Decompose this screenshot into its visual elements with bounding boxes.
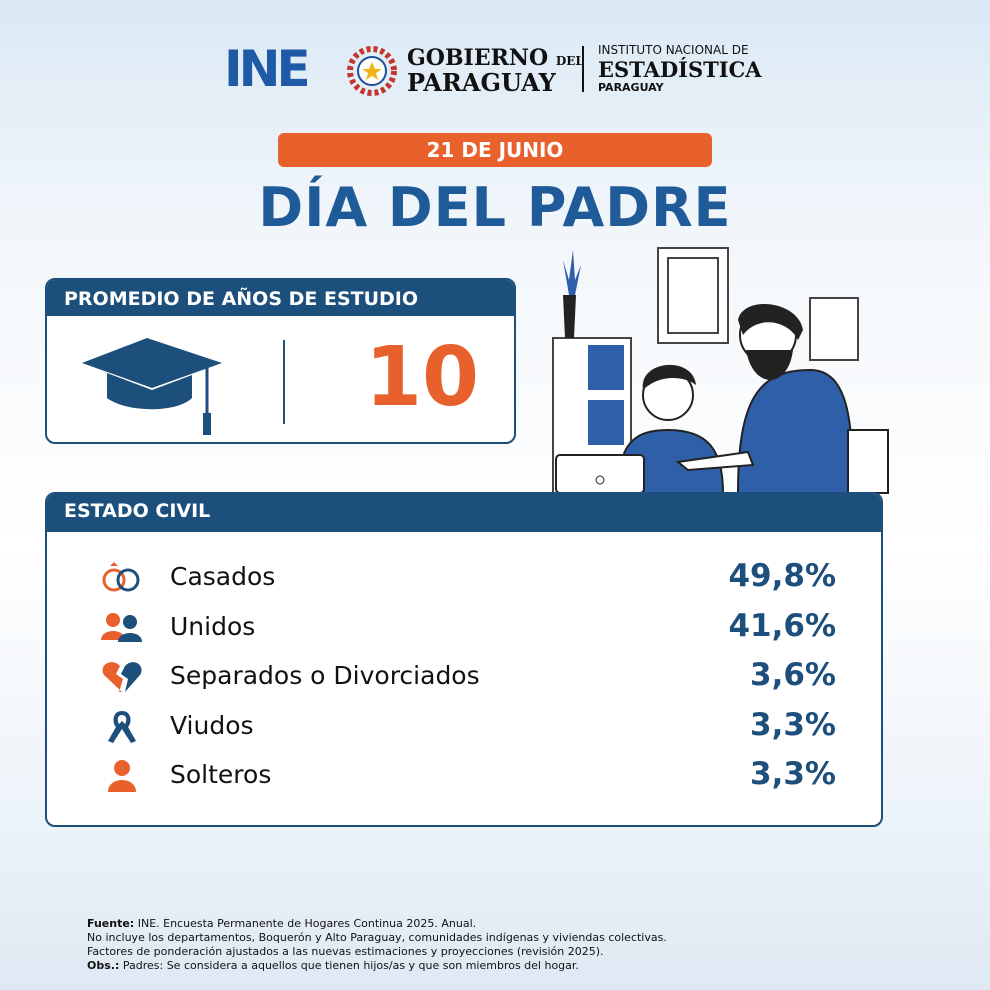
ine-logo: INE (224, 40, 311, 98)
civil-title: ESTADO CIVIL (47, 494, 881, 532)
footer-text: INE. Encuesta Permanente de Hogares Cont… (137, 917, 477, 930)
row-label: Casados (170, 562, 276, 591)
couple-icon (101, 613, 142, 642)
divider (582, 46, 584, 92)
footer-line: Fuente: INE. Encuesta Permanente de Hoga… (87, 917, 667, 931)
row-value: 3,3% (750, 756, 836, 792)
footer-label: Fuente: (87, 917, 135, 930)
footer-line: No incluye los departamentos, Boquerón y… (87, 931, 667, 944)
row-value: 41,6% (728, 608, 836, 644)
footer: Fuente: INE. Encuesta Permanente de Hoga… (87, 917, 667, 973)
civil-row: Casados 49,8% (100, 558, 836, 602)
ribbon-icon (108, 711, 136, 743)
cap-icon (82, 338, 222, 435)
study-divider (283, 340, 285, 424)
date-pill: 21 DE JUNIO (278, 133, 712, 167)
footer-line: Factores de ponderación ajustados a las … (87, 945, 604, 958)
study-title: PROMEDIO DE AÑOS DE ESTUDIO (47, 280, 514, 316)
row-value: 49,8% (728, 558, 836, 594)
del-text: DEL (555, 54, 584, 68)
row-label: Unidos (170, 612, 256, 641)
person-icon (108, 760, 136, 792)
study-value: 10 (365, 330, 480, 425)
estadistica: ESTADÍSTICA (598, 57, 762, 82)
footer-text: Padres: Se considera a aquellos que tien… (122, 959, 579, 972)
broken-heart-icon (102, 662, 142, 692)
instituto-pais: PARAGUAY (598, 81, 664, 94)
civil-row: Viudos 3,3% (100, 707, 836, 751)
instituto: INSTITUTO NACIONAL DE (598, 43, 749, 57)
paraguay: PARAGUAY (407, 68, 556, 97)
civil-row: Solteros 3,3% (100, 756, 836, 800)
row-value: 3,3% (750, 707, 836, 743)
row-label: Solteros (170, 760, 272, 789)
civil-box: ESTADO CIVIL (45, 492, 883, 827)
row-label: Viudos (170, 711, 254, 740)
civil-row: Separados o Divorciados 3,6% (100, 657, 836, 701)
rings-icon (102, 562, 140, 592)
footer-label: Obs.: (87, 959, 120, 972)
row-value: 3,6% (750, 657, 836, 693)
row-label: Separados o Divorciados (170, 661, 480, 690)
illustration (552, 247, 889, 494)
gobierno-text: GOBIERNO (407, 45, 549, 71)
civil-row: Unidos 41,6% (100, 608, 836, 652)
footer-line: Obs.: Padres: Se considera a aquellos qu… (87, 959, 667, 973)
emblem (347, 46, 397, 96)
study-box: PROMEDIO DE AÑOS DE ESTUDIO 10 (45, 278, 516, 444)
title: DÍA DEL PADRE (258, 176, 732, 239)
gobierno: GOBIERNO DEL (407, 45, 584, 71)
